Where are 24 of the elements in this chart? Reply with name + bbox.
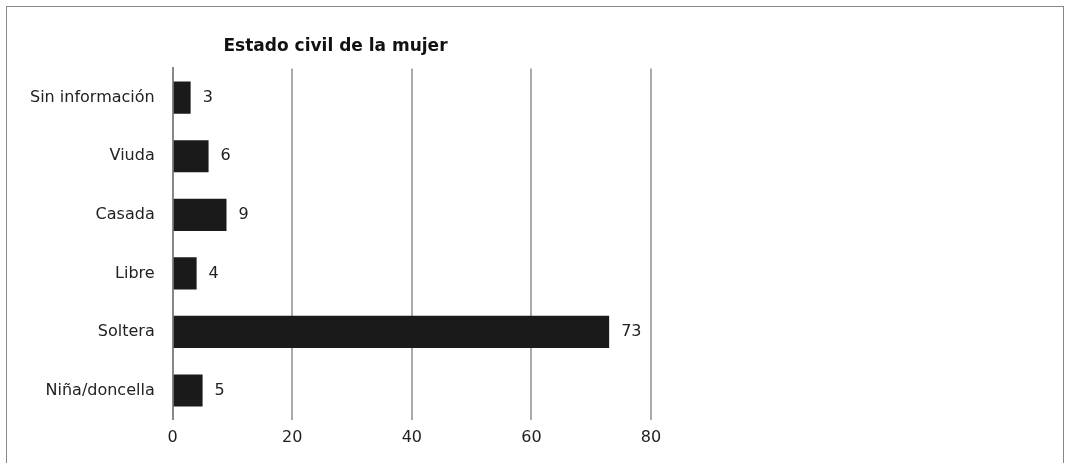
- x-tick-label: 0: [167, 426, 178, 446]
- y-tick-label: Niña/doncella: [45, 379, 155, 399]
- bar: [173, 198, 227, 231]
- y-tick-label: Sin información: [29, 86, 155, 106]
- y-tick-label: Libre: [115, 262, 155, 282]
- bar: [173, 140, 209, 173]
- chart-title: Estado civil de la mujer: [223, 34, 449, 55]
- data-label: 9: [238, 203, 249, 223]
- bar: [173, 81, 191, 114]
- bar: [173, 257, 197, 290]
- data-label: 73: [621, 321, 642, 341]
- bar: [173, 315, 610, 349]
- x-tick-label: 60: [521, 426, 542, 446]
- data-label: 3: [202, 86, 213, 106]
- x-tick-label: 40: [401, 426, 423, 446]
- data-label: 4: [208, 262, 219, 282]
- y-tick-label: Soltera: [97, 321, 155, 341]
- data-label: 5: [214, 379, 225, 399]
- x-tick-label: 20: [282, 426, 303, 446]
- bar: [173, 374, 203, 407]
- y-tick-label: Casada: [95, 203, 155, 223]
- data-label: 6: [220, 145, 231, 165]
- x-tick-label: 80: [640, 426, 662, 446]
- y-tick-label: Viuda: [109, 145, 155, 165]
